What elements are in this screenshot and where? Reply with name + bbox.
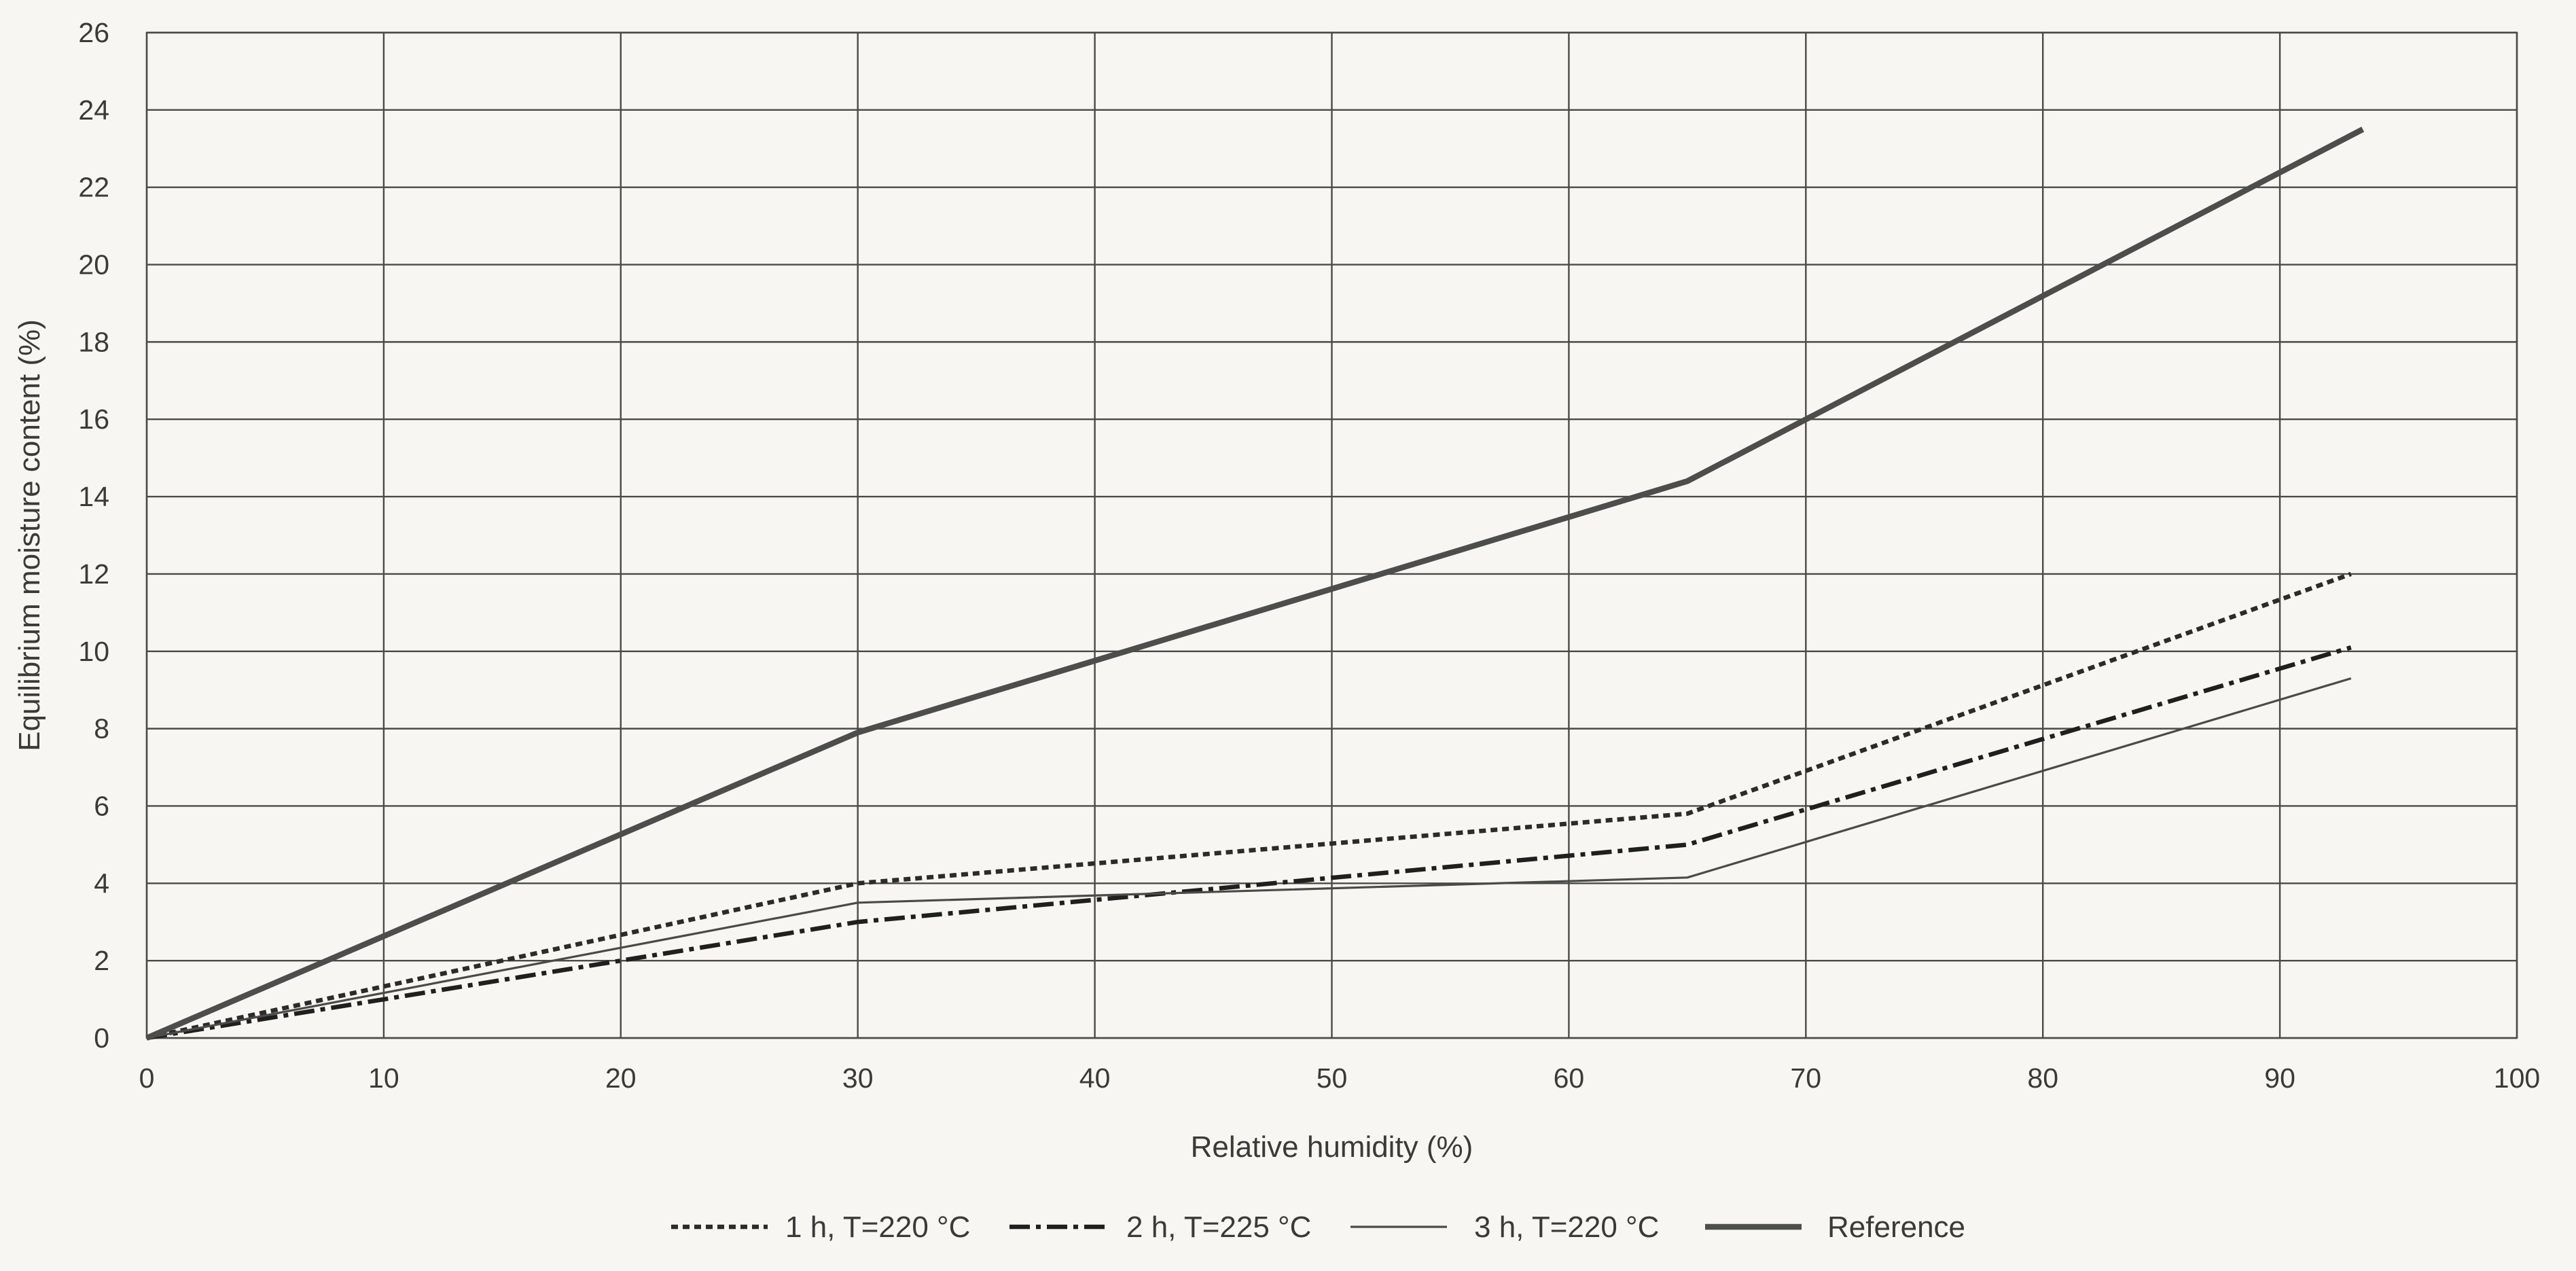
y-tick-label: 22 [78,172,109,203]
y-tick-label: 12 [78,558,109,590]
x-tick-label: 70 [1790,1062,1821,1094]
y-tick-label: 26 [78,17,109,48]
y-tick-label: 8 [94,713,109,745]
legend-label-2: 2 h, T=225 °C [1126,1211,1311,1244]
legend-label-3: 3 h, T=220 °C [1474,1211,1659,1244]
series-line-3 [146,677,2352,1039]
series-line-4 [145,126,2365,1041]
x-tick-label: 0 [139,1062,155,1094]
legend-label-1: 1 h, T=220 °C [785,1211,970,1244]
x-tick-label: 90 [2264,1062,2295,1094]
y-tick-label: 18 [78,326,109,357]
y-tick-label: 0 [94,1022,109,1054]
series-line-1 [146,571,2352,1041]
y-tick-label: 4 [94,867,109,899]
x-tick-label: 40 [1079,1062,1111,1094]
y-tick-label: 2 [94,945,109,976]
x-tick-label: 30 [842,1062,874,1094]
y-tick-label: 20 [78,249,109,281]
x-tick-label: 10 [368,1062,399,1094]
grid [145,31,2518,1039]
y-tick-label: 14 [78,481,109,512]
x-tick-label: 100 [2494,1062,2540,1094]
series-layer [145,126,2365,1041]
x-axis-title: Relative humidity (%) [1191,1130,1473,1164]
y-tick-label: 24 [78,94,109,126]
x-tick-label: 20 [605,1062,637,1094]
series-line-2 [146,645,2352,1041]
y-tick-label: 10 [78,636,109,667]
y-tick-label: 6 [94,790,109,821]
y-axis-title: Equilibrium moisture content (%) [13,319,46,751]
x-tick-label: 50 [1317,1062,1348,1094]
legend: 1 h, T=220 °C 2 h, T=225 °C 3 h, T=220 °C R… [671,1211,1965,1244]
x-tick-label: 60 [1554,1062,1585,1094]
x-axis-ticks: 0 10 20 30 40 50 60 70 80 90 100 [139,1062,2541,1094]
x-tick-label: 80 [2027,1062,2058,1094]
legend-label-4: Reference [1827,1211,1965,1244]
y-tick-label: 16 [78,404,109,435]
